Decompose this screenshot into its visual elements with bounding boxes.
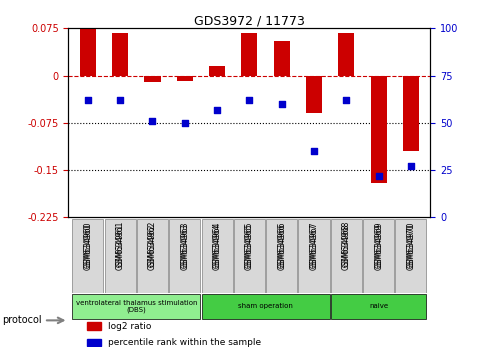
Bar: [338, 33, 354, 75]
FancyBboxPatch shape: [395, 219, 426, 293]
Text: naive: naive: [368, 303, 387, 309]
FancyBboxPatch shape: [233, 219, 264, 293]
Text: GSM634970: GSM634970: [406, 223, 415, 270]
Point: [213, 107, 221, 113]
Text: GSM634961: GSM634961: [116, 221, 124, 268]
Text: GSM634967: GSM634967: [309, 221, 318, 268]
Text: GSM634970: GSM634970: [406, 221, 415, 268]
Point: [181, 120, 188, 126]
FancyBboxPatch shape: [265, 219, 297, 293]
Bar: [241, 33, 257, 75]
Bar: [86, 338, 101, 346]
Point: [116, 97, 124, 103]
Point: [148, 118, 156, 124]
Bar: [402, 75, 418, 151]
Text: GSM634960: GSM634960: [83, 221, 92, 268]
Text: GSM634964: GSM634964: [212, 223, 221, 270]
Title: GDS3972 / 11773: GDS3972 / 11773: [194, 14, 304, 27]
FancyBboxPatch shape: [330, 219, 361, 293]
Bar: [176, 75, 192, 81]
Text: GSM634968: GSM634968: [341, 223, 350, 270]
FancyBboxPatch shape: [298, 219, 329, 293]
Bar: [86, 322, 101, 330]
FancyBboxPatch shape: [201, 219, 232, 293]
Point: [277, 101, 285, 107]
FancyBboxPatch shape: [72, 294, 200, 319]
Text: GSM634965: GSM634965: [244, 223, 253, 270]
Bar: [112, 33, 128, 75]
Bar: [80, 28, 96, 75]
Text: GSM634961: GSM634961: [116, 223, 124, 270]
Bar: [370, 75, 386, 183]
Text: sham operation: sham operation: [238, 303, 292, 309]
Text: GSM634962: GSM634962: [148, 223, 157, 270]
Text: GSM634960: GSM634960: [83, 223, 92, 270]
FancyBboxPatch shape: [201, 294, 329, 319]
Text: GSM634962: GSM634962: [148, 221, 157, 268]
Bar: [305, 75, 322, 113]
Text: GSM634969: GSM634969: [373, 223, 382, 270]
Point: [342, 97, 349, 103]
FancyBboxPatch shape: [137, 219, 168, 293]
Text: log2 ratio: log2 ratio: [108, 322, 151, 331]
Text: percentile rank within the sample: percentile rank within the sample: [108, 338, 261, 347]
Text: ventrolateral thalamus stimulation
(DBS): ventrolateral thalamus stimulation (DBS): [76, 300, 197, 313]
Text: GSM634964: GSM634964: [212, 221, 221, 268]
Point: [245, 97, 253, 103]
Point: [374, 173, 382, 178]
FancyBboxPatch shape: [104, 219, 135, 293]
Point: [84, 97, 92, 103]
Point: [309, 148, 317, 154]
Bar: [208, 66, 224, 75]
Bar: [144, 75, 160, 82]
FancyBboxPatch shape: [169, 219, 200, 293]
Text: protocol: protocol: [2, 315, 42, 325]
FancyBboxPatch shape: [330, 294, 426, 319]
Text: GSM634966: GSM634966: [277, 223, 285, 270]
Point: [406, 164, 414, 169]
Text: GSM634965: GSM634965: [244, 221, 253, 268]
Text: GSM634967: GSM634967: [309, 223, 318, 270]
FancyBboxPatch shape: [72, 219, 103, 293]
Text: GSM634968: GSM634968: [341, 221, 350, 268]
FancyBboxPatch shape: [363, 219, 393, 293]
Text: GSM634963: GSM634963: [180, 223, 189, 270]
Text: GSM634966: GSM634966: [277, 221, 285, 268]
Text: GSM634969: GSM634969: [373, 221, 382, 268]
Bar: [273, 41, 289, 75]
Text: GSM634963: GSM634963: [180, 221, 189, 268]
